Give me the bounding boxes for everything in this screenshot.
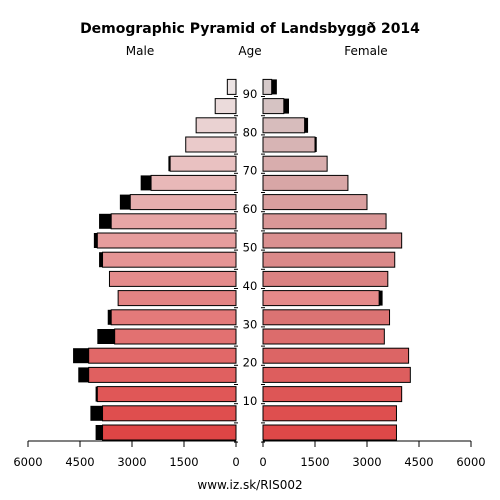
male-bar-50-54 [96, 232, 237, 249]
female-x-tick-label: 0 [259, 455, 266, 469]
age-tick-label: 30 [243, 317, 258, 331]
male-bar-20-24 [88, 347, 237, 364]
female-foreign-bar-80-84 [304, 117, 309, 133]
male-bar-85-89 [214, 98, 237, 115]
male-bar-0-4 [102, 424, 237, 441]
axes-layer: 10 20 30 40 50 60 70 80 90 6000 4500 3000 1500 0 0 1500… [13, 87, 485, 469]
bars-layer [73, 78, 411, 441]
male-foreign-bar-60-64 [119, 194, 131, 210]
male-bar-75-79 [185, 136, 237, 153]
age-tick-label: 10 [243, 394, 258, 408]
male-foreign-bar-25-29 [97, 329, 115, 344]
male-bar-60-64 [129, 194, 237, 211]
male-foreign-bar-5-9 [90, 405, 103, 421]
male-bar-45-49 [102, 251, 237, 268]
age-tick-label: 90 [243, 87, 258, 101]
male-bar-15-19 [88, 366, 237, 383]
female-bar-85-89 [262, 98, 285, 115]
female-bar-65-69 [262, 174, 349, 191]
female-foreign-bar-35-39 [379, 290, 383, 306]
male-x-tick-label: 0 [232, 455, 239, 469]
female-bar-15-19 [262, 366, 411, 383]
male-bar-80-84 [195, 117, 237, 134]
age-tick-label: 70 [243, 164, 258, 178]
male-foreign-bar-55-59 [99, 213, 112, 229]
male-header: Male [126, 44, 154, 58]
male-foreign-bar-30-34 [107, 309, 112, 325]
age-header: Age [238, 44, 261, 58]
female-foreign-bar-75-79 [315, 137, 317, 152]
chart-title: Demographic Pyramid of Landsbyggð 2014 [80, 21, 420, 37]
male-x-tick-label: 6000 [13, 455, 42, 469]
male-bar-35-39 [117, 290, 237, 307]
female-bar-55-59 [262, 213, 387, 230]
male-bar-10-14 [96, 386, 237, 403]
female-x-tick-label: 3000 [352, 455, 381, 469]
female-bar-30-34 [262, 309, 391, 326]
female-bar-80-84 [262, 117, 306, 134]
male-bar-55-59 [110, 213, 237, 230]
male-x-tick-label: 4500 [65, 455, 94, 469]
age-tick-label: 50 [243, 241, 258, 255]
female-bar-40-44 [262, 270, 389, 287]
male-bar-65-69 [150, 174, 237, 191]
male-bar-30-34 [110, 309, 237, 326]
male-foreign-bar-20-24 [73, 348, 89, 364]
female-bar-0-4 [262, 424, 397, 441]
male-bar-5-9 [102, 405, 237, 422]
male-bar-40-44 [108, 270, 237, 287]
male-x-tick-label: 3000 [117, 455, 146, 469]
female-bar-75-79 [262, 136, 316, 153]
age-tick-label: 20 [243, 356, 258, 370]
source-footer: www.iz.sk/RIS002 [197, 478, 302, 492]
female-foreign-bar-85-89 [283, 98, 289, 114]
female-bar-25-29 [262, 328, 385, 345]
female-x-tick-label: 1500 [300, 455, 329, 469]
age-tick-label: 80 [243, 125, 258, 139]
male-foreign-bar-50-54 [93, 233, 98, 248]
female-bar-90+ [262, 78, 273, 95]
male-bar-90+ [226, 78, 237, 95]
age-tick-label: 40 [243, 279, 258, 293]
female-bar-10-14 [262, 386, 403, 403]
female-bar-45-49 [262, 251, 396, 268]
female-bar-5-9 [262, 405, 397, 422]
male-foreign-bar-70-74 [168, 156, 171, 172]
male-foreign-bar-65-69 [140, 175, 152, 191]
female-bar-70-74 [262, 155, 328, 172]
age-tick-label: 60 [243, 202, 258, 216]
male-foreign-bar-10-14 [95, 386, 98, 402]
female-x-tick-label: 6000 [456, 455, 485, 469]
female-foreign-bar-90+ [271, 79, 277, 95]
female-bar-35-39 [262, 290, 380, 307]
male-foreign-bar-45-49 [99, 252, 103, 268]
female-header: Female [344, 44, 387, 58]
female-x-tick-label: 4500 [404, 455, 433, 469]
female-bar-60-64 [262, 194, 368, 211]
male-x-tick-label: 1500 [169, 455, 198, 469]
male-bar-70-74 [169, 155, 237, 172]
male-bar-25-29 [114, 328, 237, 345]
male-foreign-bar-0-4 [95, 425, 103, 440]
female-bar-50-54 [262, 232, 403, 249]
male-foreign-bar-15-19 [78, 367, 89, 383]
female-bar-20-24 [262, 347, 410, 364]
